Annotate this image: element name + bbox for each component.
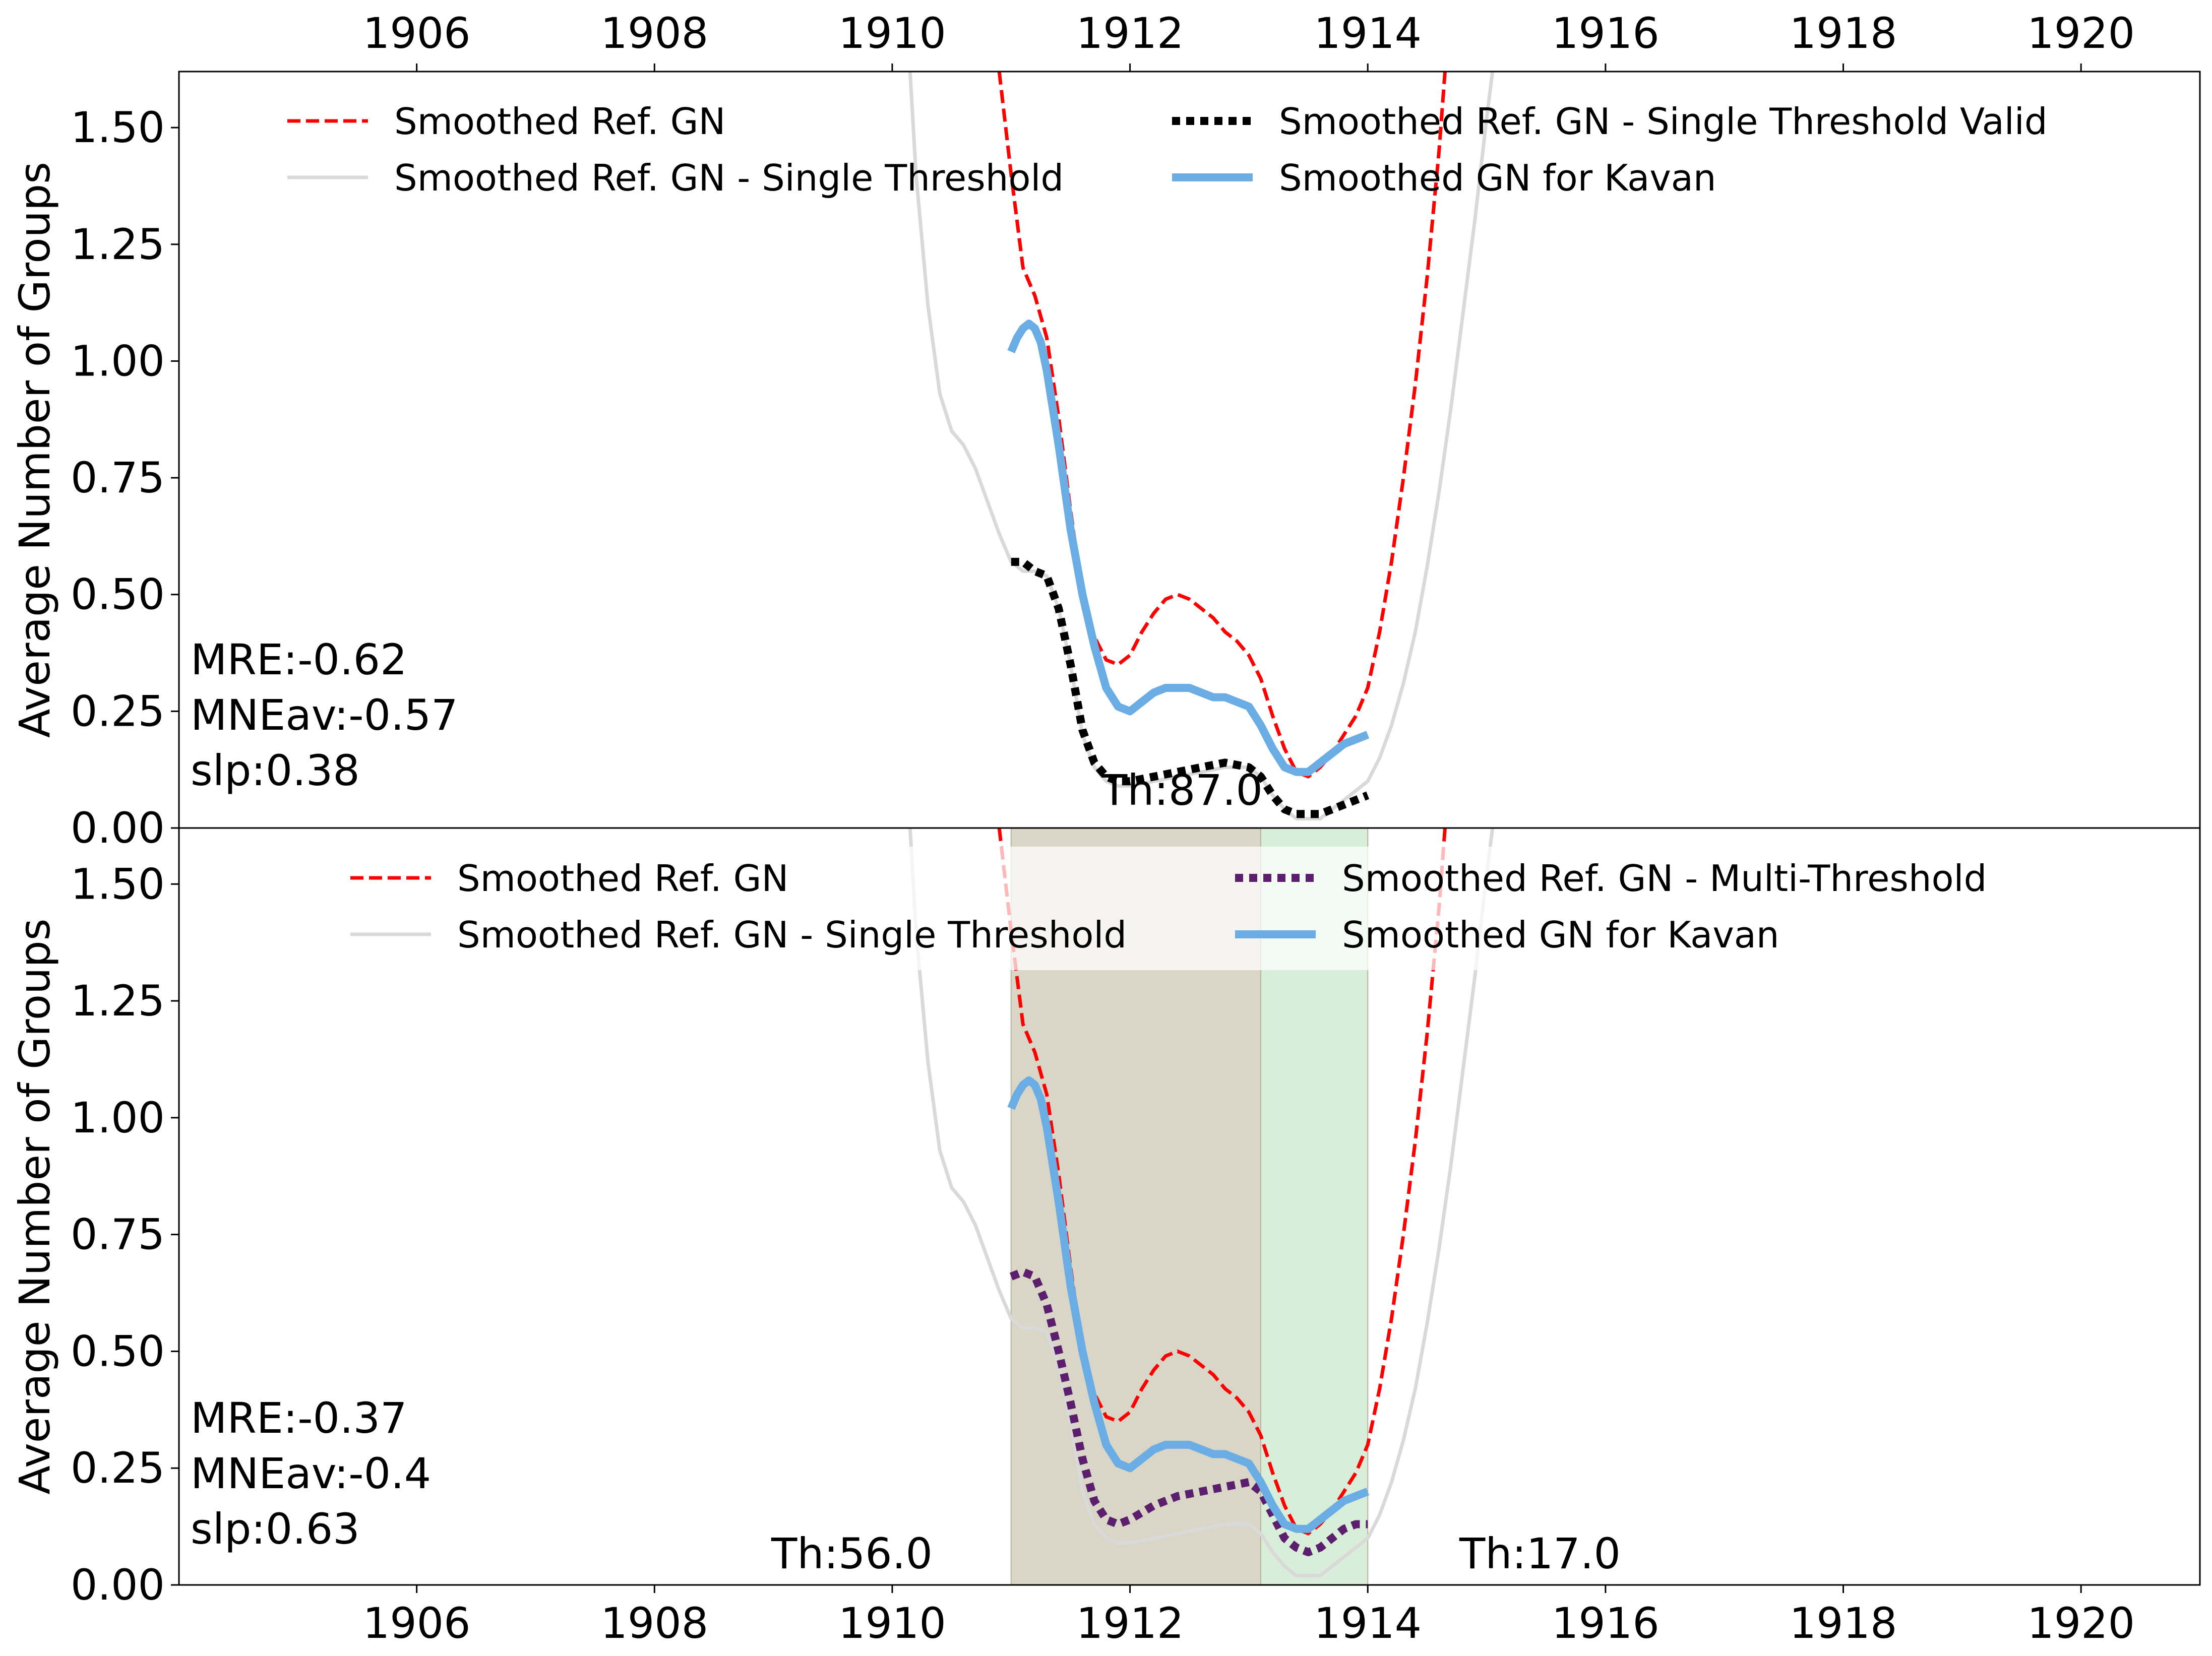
x-tick-label: 1906 [363, 1599, 471, 1648]
y-axis-label: Average Number of Groups [10, 919, 59, 1495]
panel-1: 0.00 0.25 0.50 0.75 1.00 1.25 1.50 1906 1908 1910… [10, 9, 2201, 853]
y-tick-label: 1.50 [71, 103, 165, 152]
legend-label: Smoothed Ref. GN - Multi-Threshold [1342, 857, 1987, 900]
x-tick-label: 1914 [1314, 1599, 1422, 1648]
x-tick-label: 1914 [1314, 9, 1422, 58]
legend-label: Smoothed Ref. GN - Single Threshold [394, 157, 1064, 199]
x-tick-label: 1910 [838, 9, 946, 58]
y-axis-label: Average Number of Groups [10, 162, 59, 738]
plot-area [908, 72, 1495, 820]
y-tick-label: 0.50 [71, 1326, 165, 1376]
y-tick-label: 0.75 [71, 453, 165, 502]
stat-annotation: MRE:-0.62 [191, 635, 407, 684]
y-tick-label: 0.00 [71, 803, 165, 853]
legend: Smoothed Ref. GN Smoothed Ref. GN - Singl… [308, 847, 1987, 970]
legend-label: Smoothed GN for Kavan [1279, 157, 1716, 199]
threshold-annotation: Th:87.0 [1101, 766, 1263, 815]
series-line-2 [908, 828, 1495, 1577]
x-tick-label: 1918 [1790, 1599, 1897, 1648]
y-tick-label: 0.75 [71, 1210, 165, 1259]
legend-label: Smoothed Ref. GN [394, 100, 725, 143]
stat-annotation: MRE:-0.37 [191, 1393, 407, 1443]
x-tick-label: 1908 [600, 1599, 708, 1648]
x-tick-label: 1910 [838, 1599, 946, 1648]
y-tick-label: 1.25 [71, 976, 165, 1026]
legend-label: Smoothed Ref. GN - Single Threshold Vali… [1279, 100, 2048, 143]
series-line-3 [1009, 1267, 1368, 1557]
legend-label: Smoothed Ref. GN - Single Threshold [457, 914, 1127, 956]
y-tick-label: 0.25 [71, 686, 165, 736]
x-tick-label: 1912 [1076, 1599, 1184, 1648]
stat-annotation: MNEav:-0.57 [191, 690, 458, 740]
legend-box [308, 847, 1860, 970]
x-tick-label: 1920 [2027, 9, 2135, 58]
x-tick-label: 1912 [1076, 9, 1184, 58]
series-line-2 [908, 72, 1495, 820]
threshold-annotation: Th:56.0 [771, 1529, 933, 1578]
legend: Smoothed Ref. GN Smoothed Ref. GN - Singl… [287, 100, 2048, 199]
y-tick-label: 1.25 [71, 220, 165, 269]
legend-label: Smoothed GN for Kavan [1342, 914, 1779, 956]
threshold-annotation: Th:17.0 [1459, 1529, 1621, 1578]
stat-annotation: slp:0.38 [191, 746, 360, 795]
legend-label: Smoothed Ref. GN [457, 857, 788, 900]
series-line-3 [1011, 557, 1370, 818]
x-tick-label: 1920 [2027, 1599, 2135, 1648]
x-tick-label: 1916 [1552, 1599, 1660, 1648]
series-line-4 [1007, 320, 1370, 776]
y-tick-label: 0.50 [71, 570, 165, 619]
x-tick-label: 1908 [600, 9, 708, 58]
axes-frame [178, 827, 2201, 1586]
series-line-4 [1007, 1076, 1370, 1533]
x-tick-label: 1918 [1790, 9, 1897, 58]
x-tick-label: 1906 [363, 9, 471, 58]
x-tick-label: 1916 [1552, 9, 1660, 58]
y-tick-label: 1.50 [71, 859, 165, 909]
stat-annotation: slp:0.63 [191, 1504, 360, 1554]
y-tick-label: 0.25 [71, 1443, 165, 1493]
y-tick-label: 1.00 [71, 1093, 165, 1142]
stat-annotation: MNEav:-0.4 [191, 1449, 431, 1498]
panel-2: 0.00 0.25 0.50 0.75 1.00 1.25 1.50 1906 1908 1910… [10, 827, 2201, 1648]
y-tick-label: 0.00 [71, 1560, 165, 1610]
y-tick-label: 1.00 [71, 336, 165, 386]
